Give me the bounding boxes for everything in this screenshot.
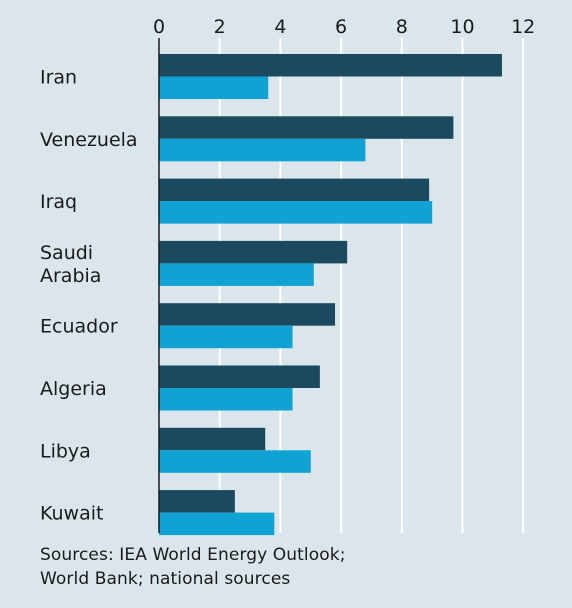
bar xyxy=(159,388,293,411)
category-label: Libya xyxy=(40,440,91,462)
bar xyxy=(159,427,266,451)
x-tick-label: 0 xyxy=(153,16,165,38)
x-tick-label: 12 xyxy=(511,16,535,38)
bar xyxy=(159,365,320,388)
bar xyxy=(159,263,314,286)
source-note-line-2: World Bank; national sources xyxy=(40,569,291,589)
bar xyxy=(159,490,235,513)
source-note-line-1: Sources: IEA World Energy Outlook; xyxy=(40,545,346,565)
bar xyxy=(159,76,269,99)
x-tick-label: 2 xyxy=(214,16,226,38)
bar xyxy=(159,512,275,536)
bar xyxy=(159,178,430,202)
x-tick-label: 4 xyxy=(274,16,286,38)
bar xyxy=(159,240,348,264)
category-label: Saudi xyxy=(40,242,93,264)
x-tick-label: 6 xyxy=(335,16,347,38)
category-label: Venezuela xyxy=(40,129,138,151)
category-label: Iraq xyxy=(40,191,77,213)
x-tick-label: 8 xyxy=(396,16,408,38)
bar xyxy=(159,325,293,349)
x-tick-label: 10 xyxy=(450,16,474,38)
category-label: Kuwait xyxy=(40,503,103,525)
bar xyxy=(159,201,433,224)
bar xyxy=(159,303,336,326)
category-label: Iran xyxy=(40,67,77,89)
category-label: Arabia xyxy=(40,265,101,287)
bar xyxy=(159,54,502,77)
category-label: Ecuador xyxy=(40,316,118,338)
bar xyxy=(159,138,366,162)
bar xyxy=(159,116,454,139)
category-label: Algeria xyxy=(40,378,107,400)
bar xyxy=(159,450,311,473)
